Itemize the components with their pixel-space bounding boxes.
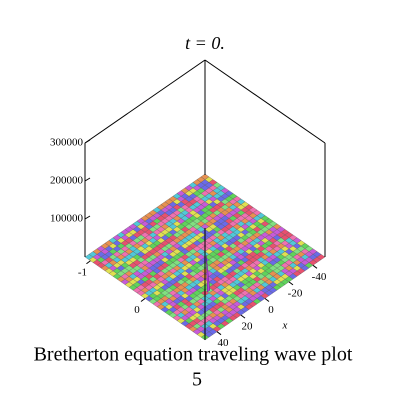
- box: [84, 59, 326, 340]
- surface-peak: [205, 255, 211, 293]
- x-tick-label: -40: [312, 271, 327, 283]
- x-tick: [240, 314, 246, 319]
- x-axis-label: x: [282, 320, 288, 332]
- y-tick: [86, 260, 91, 265]
- chart-title: t = 0.: [185, 33, 225, 53]
- x-tick: [288, 281, 294, 286]
- z-tick-label: 300000: [50, 137, 84, 149]
- x-tick-label: 40: [218, 337, 230, 349]
- x-tick-label: 20: [242, 321, 254, 333]
- z-tick-label: 100000: [50, 213, 84, 225]
- box-edge: [84, 59, 206, 144]
- x-tick-label: 0: [268, 304, 274, 316]
- box-edge: [204, 59, 326, 144]
- y-tick-label: 0: [134, 304, 140, 316]
- z-tick: [84, 177, 91, 182]
- surface: [84, 173, 326, 341]
- z-tick-label: 200000: [50, 175, 84, 187]
- y-tick-label: -1: [78, 266, 87, 278]
- x-tick: [264, 298, 270, 302]
- x-tick-label: -20: [288, 287, 303, 299]
- caption: Bretherton equation traveling wave plot: [34, 344, 353, 366]
- x-tick: [216, 331, 222, 336]
- y-tick: [140, 298, 146, 302]
- z-tick: [84, 215, 91, 220]
- z-tick: [84, 139, 91, 144]
- x-tick: [312, 264, 318, 269]
- caption-number: 5: [192, 369, 202, 391]
